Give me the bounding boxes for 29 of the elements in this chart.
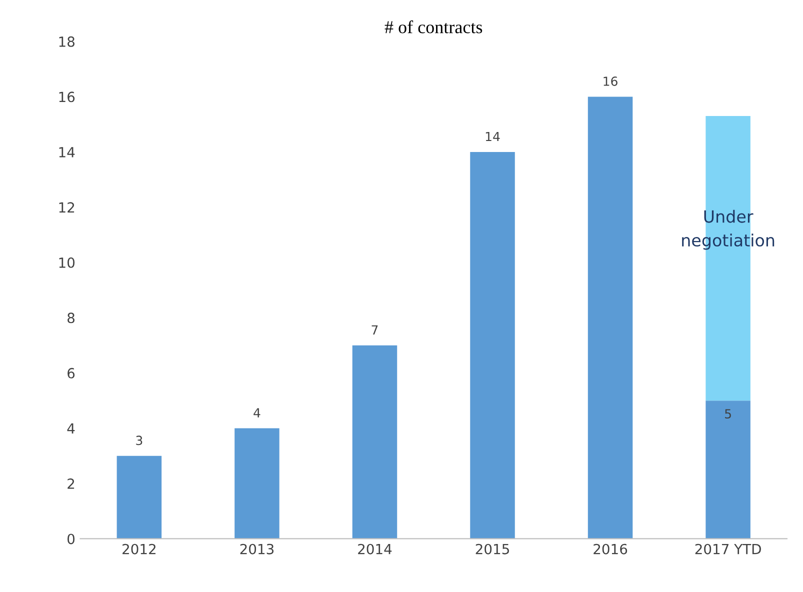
y-tick-label: 0 <box>68 534 75 544</box>
x-tick-label: 2012 <box>122 544 156 554</box>
bar <box>352 345 398 539</box>
x-tick-label: 2017 YTD <box>695 544 761 554</box>
x-tick-label: 2013 <box>240 544 274 554</box>
bar <box>706 400 750 539</box>
y-tick-label: 8 <box>68 312 74 324</box>
y-tick-label: 12 <box>59 202 74 212</box>
data-label: 3 <box>136 436 142 446</box>
data-label: 16 <box>604 76 618 86</box>
x-tick-label: 2016 <box>594 544 628 554</box>
y-tick-label: 10 <box>59 257 75 268</box>
chart-title: # of contracts <box>384 20 482 34</box>
data-label: 14 <box>486 132 500 142</box>
y-tick-label: 18 <box>59 36 74 47</box>
x-tick-label: 2014 <box>358 544 392 554</box>
bar <box>470 152 515 539</box>
x-tick-label: 2015 <box>476 544 509 554</box>
bar <box>588 96 633 539</box>
y-tick-label: 2 <box>68 478 74 489</box>
data-label: 4 <box>254 408 260 418</box>
y-tick-label: 14 <box>59 147 75 158</box>
data-label: 7 <box>372 325 378 334</box>
bar <box>234 428 280 539</box>
y-tick-label: 6 <box>68 368 75 378</box>
data-label: 5 <box>725 409 731 419</box>
y-tick-label: 16 <box>59 92 75 102</box>
y-tick-label: 4 <box>67 423 75 434</box>
bar <box>116 456 162 539</box>
